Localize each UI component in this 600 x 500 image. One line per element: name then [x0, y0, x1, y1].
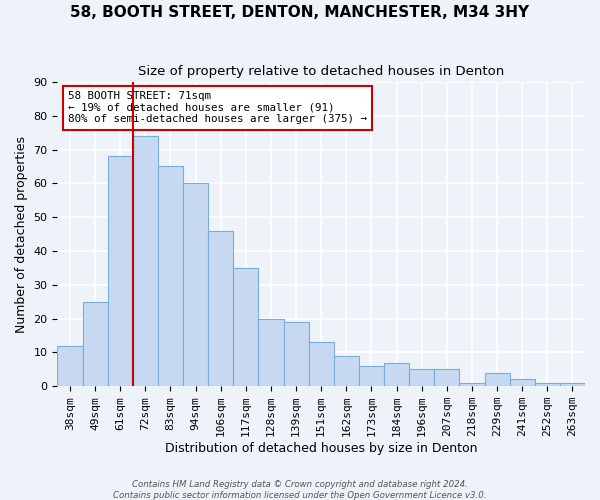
Bar	[434, 370, 460, 386]
Bar	[158, 166, 183, 386]
Bar	[334, 356, 359, 386]
Bar	[384, 362, 409, 386]
Bar	[83, 302, 107, 386]
Bar	[133, 136, 158, 386]
Bar	[308, 342, 334, 386]
Bar	[509, 380, 535, 386]
Bar	[560, 383, 585, 386]
Bar	[107, 156, 133, 386]
Bar	[284, 322, 308, 386]
Bar	[208, 230, 233, 386]
Bar	[359, 366, 384, 386]
Bar	[58, 346, 83, 386]
Bar	[259, 318, 284, 386]
Title: Size of property relative to detached houses in Denton: Size of property relative to detached ho…	[138, 65, 505, 78]
Bar	[233, 268, 259, 386]
Bar	[409, 370, 434, 386]
X-axis label: Distribution of detached houses by size in Denton: Distribution of detached houses by size …	[165, 442, 478, 455]
Bar	[183, 184, 208, 386]
Bar	[460, 383, 485, 386]
Text: 58, BOOTH STREET, DENTON, MANCHESTER, M34 3HY: 58, BOOTH STREET, DENTON, MANCHESTER, M3…	[70, 5, 530, 20]
Text: 58 BOOTH STREET: 71sqm
← 19% of detached houses are smaller (91)
80% of semi-det: 58 BOOTH STREET: 71sqm ← 19% of detached…	[68, 91, 367, 124]
Text: Contains HM Land Registry data © Crown copyright and database right 2024.
Contai: Contains HM Land Registry data © Crown c…	[113, 480, 487, 500]
Y-axis label: Number of detached properties: Number of detached properties	[15, 136, 28, 332]
Bar	[485, 372, 509, 386]
Bar	[535, 383, 560, 386]
